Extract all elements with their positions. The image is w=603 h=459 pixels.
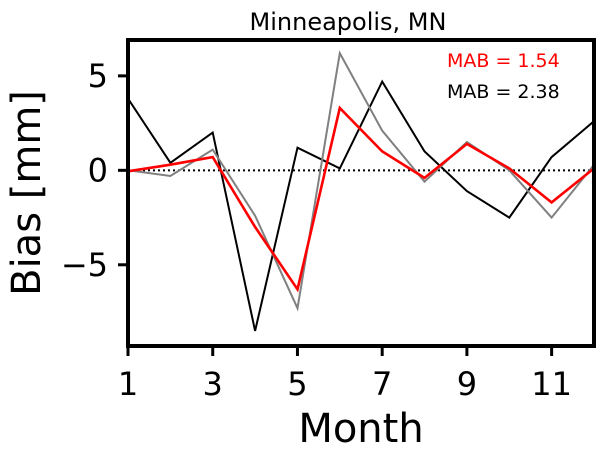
y-tick-label: 5 — [88, 57, 108, 95]
x-axis-label: Month — [298, 406, 423, 452]
x-tick-label: 7 — [372, 365, 392, 403]
series-line-3 — [127, 105, 595, 293]
series-line-2 — [127, 50, 595, 312]
y-axis-label: Bias [mm] — [4, 90, 50, 296]
plot-frame — [126, 38, 596, 348]
plot-area — [127, 50, 595, 332]
y-tick-label: 0 — [88, 151, 108, 189]
x-tick-label: 1 — [118, 365, 138, 403]
x-tick-label: 11 — [531, 365, 572, 403]
mab-annotation-red: MAB = 1.54 — [447, 50, 560, 72]
series-line-1 — [127, 79, 595, 332]
x-tick-label: 3 — [203, 365, 223, 403]
x-tick-label: 9 — [457, 365, 477, 403]
chart-title: Minneapolis, MN — [250, 8, 447, 36]
y-tick-label: −5 — [61, 246, 108, 284]
mab-annotation-black: MAB = 2.38 — [447, 81, 560, 103]
y-axis: 5 0 −5 — [61, 57, 128, 284]
x-axis: 1 3 5 7 9 11 — [118, 346, 572, 403]
x-tick-label: 5 — [287, 365, 307, 403]
